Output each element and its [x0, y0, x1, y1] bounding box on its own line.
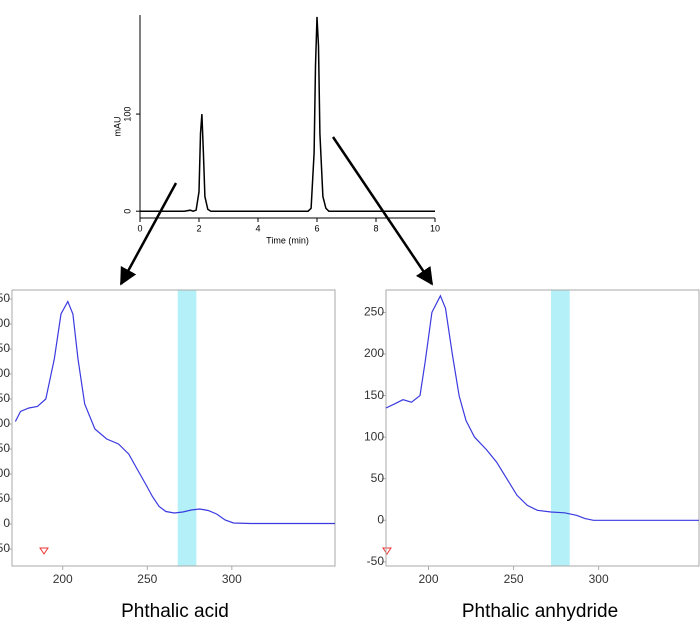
x-tick-label: 200: [53, 572, 73, 586]
highlight-band: [551, 290, 570, 566]
plot-frame: [385, 289, 700, 567]
x-tick-label: 200: [419, 572, 439, 586]
y-tick-label: 100: [364, 429, 384, 443]
x-tick-label: 250: [504, 572, 524, 586]
y-tick-label: 400: [0, 316, 10, 330]
chart-title: Phthalic anhydride: [462, 601, 618, 622]
data-line: [385, 294, 699, 521]
y-tick-label: 250: [0, 391, 10, 405]
y-tick-label: 300: [0, 366, 10, 380]
y-tick-label: 50: [371, 471, 385, 485]
x-tick-label: 4: [255, 223, 260, 233]
y-tick-label: 350: [0, 341, 10, 355]
x-tick-label: 300: [589, 572, 609, 586]
y-tick-label: 0: [377, 512, 384, 526]
data-line: [14, 300, 335, 525]
y-tick-label: 0: [3, 516, 10, 530]
y-tick-label: 100: [0, 466, 10, 480]
plot-frame: [11, 289, 336, 567]
chart-title: Phthalic acid: [121, 601, 229, 622]
marker-icon: [39, 547, 49, 555]
y-tick-label: 150: [0, 441, 10, 455]
x-tick-label: 6: [314, 223, 319, 233]
y-tick-label: 150: [364, 388, 384, 402]
y-tick-label: 0: [122, 209, 132, 214]
y-tick-label: 200: [0, 416, 10, 430]
y-tick-label: -50: [0, 541, 10, 555]
arrow: [119, 182, 178, 286]
data-line: [140, 16, 435, 212]
x-tick-label: 8: [373, 223, 378, 233]
x-tick-label: 0: [137, 223, 142, 233]
x-tick-label: 2: [196, 223, 201, 233]
x-tick-label: 250: [137, 572, 157, 586]
marker-icon: [382, 547, 392, 555]
y-tick-label: 50: [0, 491, 10, 505]
y-tick-label: -50: [367, 554, 385, 568]
y-tick-label: 250: [364, 305, 384, 319]
highlight-band: [177, 290, 197, 566]
x-tick-label: 300: [222, 572, 242, 586]
x-axis-label: Time (min): [266, 235, 309, 245]
x-tick-label: 10: [430, 223, 440, 233]
y-tick-label: 450: [0, 291, 10, 305]
y-tick-label: 100: [122, 107, 132, 122]
y-tick-label: 200: [364, 346, 384, 360]
y-axis-label: mAU: [112, 117, 122, 137]
